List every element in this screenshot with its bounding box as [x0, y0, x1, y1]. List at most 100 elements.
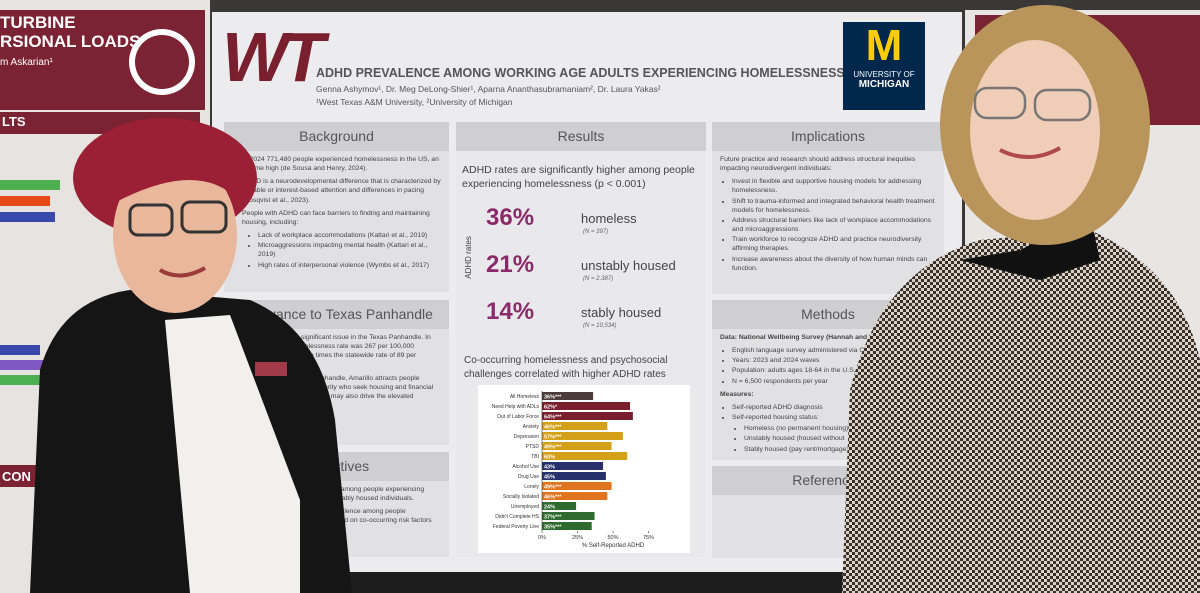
bar — [542, 452, 628, 460]
bar — [542, 502, 577, 510]
poster-title: ADHD PREVALENCE AMONG WORKING AGE ADULTS… — [316, 66, 845, 80]
rate-value: 14% — [486, 298, 535, 325]
data-source: Data: National Wellbeing Survey (Hannah … — [720, 333, 908, 341]
category-label: Out of Labor Force — [497, 414, 539, 420]
rate-label: homeless — [581, 211, 637, 226]
value-label: 35%*** — [544, 525, 562, 531]
list: Homeless (no permanent housing)Unstably … — [744, 424, 936, 454]
text-item: Homeless (no permanent housing) — [744, 424, 936, 433]
logo-mark: M — [865, 21, 903, 70]
section: LTS — [2, 114, 26, 129]
implications-panel: Implications Future practice and researc… — [712, 122, 944, 294]
list: English language survey administered via… — [732, 346, 936, 386]
lead: ADHD rates are significantly higher amon… — [462, 163, 695, 191]
background-panel: Background In 2024 771,480 people experi… — [224, 122, 449, 292]
category-label: Anxiety — [523, 424, 540, 430]
heading: Results — [456, 122, 706, 151]
value-label: 43% — [544, 465, 555, 471]
rate-value: 36% — [486, 204, 535, 231]
text-item: English language survey administered via… — [732, 346, 936, 355]
text-item: Stably housed (pay rent/mortgage) — [744, 445, 936, 454]
rate-label: stably housed — [581, 305, 662, 320]
category-label: PTSD — [526, 444, 540, 450]
section: CON — [2, 469, 31, 484]
x-axis-label: % Self-Reported ADHD — [582, 543, 645, 549]
wt-logo: WT — [222, 18, 325, 96]
bar — [542, 462, 604, 470]
text-item: In 2024 771,480 people experienced homel… — [242, 155, 439, 173]
x-tick-label: 50% — [607, 535, 618, 541]
category-label: Depression — [514, 434, 540, 440]
list: Self-reported ADHD diagnosisSelf-reporte… — [732, 403, 936, 422]
bar — [542, 432, 623, 440]
category-label: Socially Isolated — [503, 494, 539, 500]
person-right — [842, 5, 1200, 593]
value-label: 36%*** — [544, 395, 562, 401]
text-item: Microaggressions impacting mental health… — [258, 241, 441, 259]
logo-name: MICHIGAN — [858, 79, 910, 91]
bar — [542, 522, 592, 530]
value-label: 45% — [544, 475, 555, 481]
text-item: Unstably housed (housed without — [744, 434, 936, 443]
heading: Relevance to Texas Panhandle — [224, 300, 449, 329]
value-label: 60% — [544, 455, 555, 461]
value-label: 49%*** — [544, 485, 562, 491]
text-item: Address structural barriers like lack of… — [732, 216, 936, 234]
logo-name: UNIVERSITY OF — [853, 70, 915, 80]
text-item: N = 6,500 respondents per year — [732, 377, 936, 386]
category-label: TBI — [531, 454, 539, 460]
rate-value: 21% — [486, 251, 535, 278]
value-label: 57%*** — [544, 435, 562, 441]
category-label: Didn't Complete HS — [495, 514, 539, 520]
list: Invest in flexible and supportive housin… — [732, 177, 936, 273]
x-tick-label: 0% — [538, 535, 546, 541]
title-line: RSIONAL LOADS — [0, 31, 141, 51]
x-tick-label: 25% — [572, 535, 583, 541]
category-label: Alcohol Use — [512, 464, 539, 470]
rate-label: unstably housed — [581, 258, 676, 273]
text-item: Shift to trauma-informed and integrated … — [732, 197, 936, 215]
heading: Background — [224, 122, 449, 151]
value-label: 37%*** — [544, 515, 562, 521]
category-label: Need Help with ADLs — [492, 404, 540, 410]
text-item: Increase awareness about the diversity o… — [732, 255, 936, 273]
bar — [542, 472, 606, 480]
text-item: Population: adults ages 18-64 in the U.S… — [732, 366, 936, 375]
text-item: People with ADHD can face barriers to fi… — [242, 209, 430, 226]
bar — [542, 492, 608, 500]
value-label: 49%*** — [544, 445, 562, 451]
text-item: Train workforce to recognize ADHD and pr… — [732, 235, 936, 253]
text-item: High rates of interpersonal violence (Wy… — [258, 261, 441, 270]
title-line: TURBINE — [0, 13, 76, 32]
value-label: 24% — [544, 505, 555, 511]
rate-n: (N = 10,534) — [583, 323, 617, 329]
value-label: 64%*** — [544, 415, 562, 421]
x-tick-label: 75% — [643, 535, 654, 541]
category-label: Lonely — [524, 484, 539, 490]
text-item: Lack of workplace accommodations (Kattar… — [258, 231, 441, 240]
heading: Implications — [712, 122, 944, 151]
subhead: Co-occurring homelessness and psychosoci… — [464, 355, 668, 380]
intro: Future practice and research should addr… — [720, 155, 916, 173]
bar — [542, 422, 608, 430]
list: In 2024 771,480 people experienced homel… — [224, 155, 449, 227]
text-item: Self-reported ADHD diagnosis — [732, 403, 936, 412]
category-label: Drug Use — [518, 474, 539, 480]
authors: Genna Ashymov¹, Dr. Meg DeLong-Shier¹, A… — [316, 84, 661, 94]
affiliations: ¹West Texas A&M University, ²University … — [316, 97, 513, 107]
bar — [542, 512, 595, 520]
value-label: 62%* — [544, 405, 558, 411]
michigan-logo: M UNIVERSITY OF MICHIGAN — [843, 21, 925, 110]
rate-n: (N = 397) — [583, 229, 609, 235]
list: Lack of workplace accommodations (Kattar… — [244, 231, 441, 270]
results-chart: All Homeless 36%*** Need Help with ADLs 62%… — [478, 385, 690, 553]
measures: Measures: — [720, 390, 754, 398]
category-label: Unemployed — [511, 504, 539, 510]
bar — [542, 442, 612, 450]
bar — [542, 412, 633, 420]
text-item: Self-reported housing status: — [732, 413, 936, 422]
value-label: 46%*** — [544, 425, 562, 431]
category-label: All Homeless — [510, 394, 540, 400]
